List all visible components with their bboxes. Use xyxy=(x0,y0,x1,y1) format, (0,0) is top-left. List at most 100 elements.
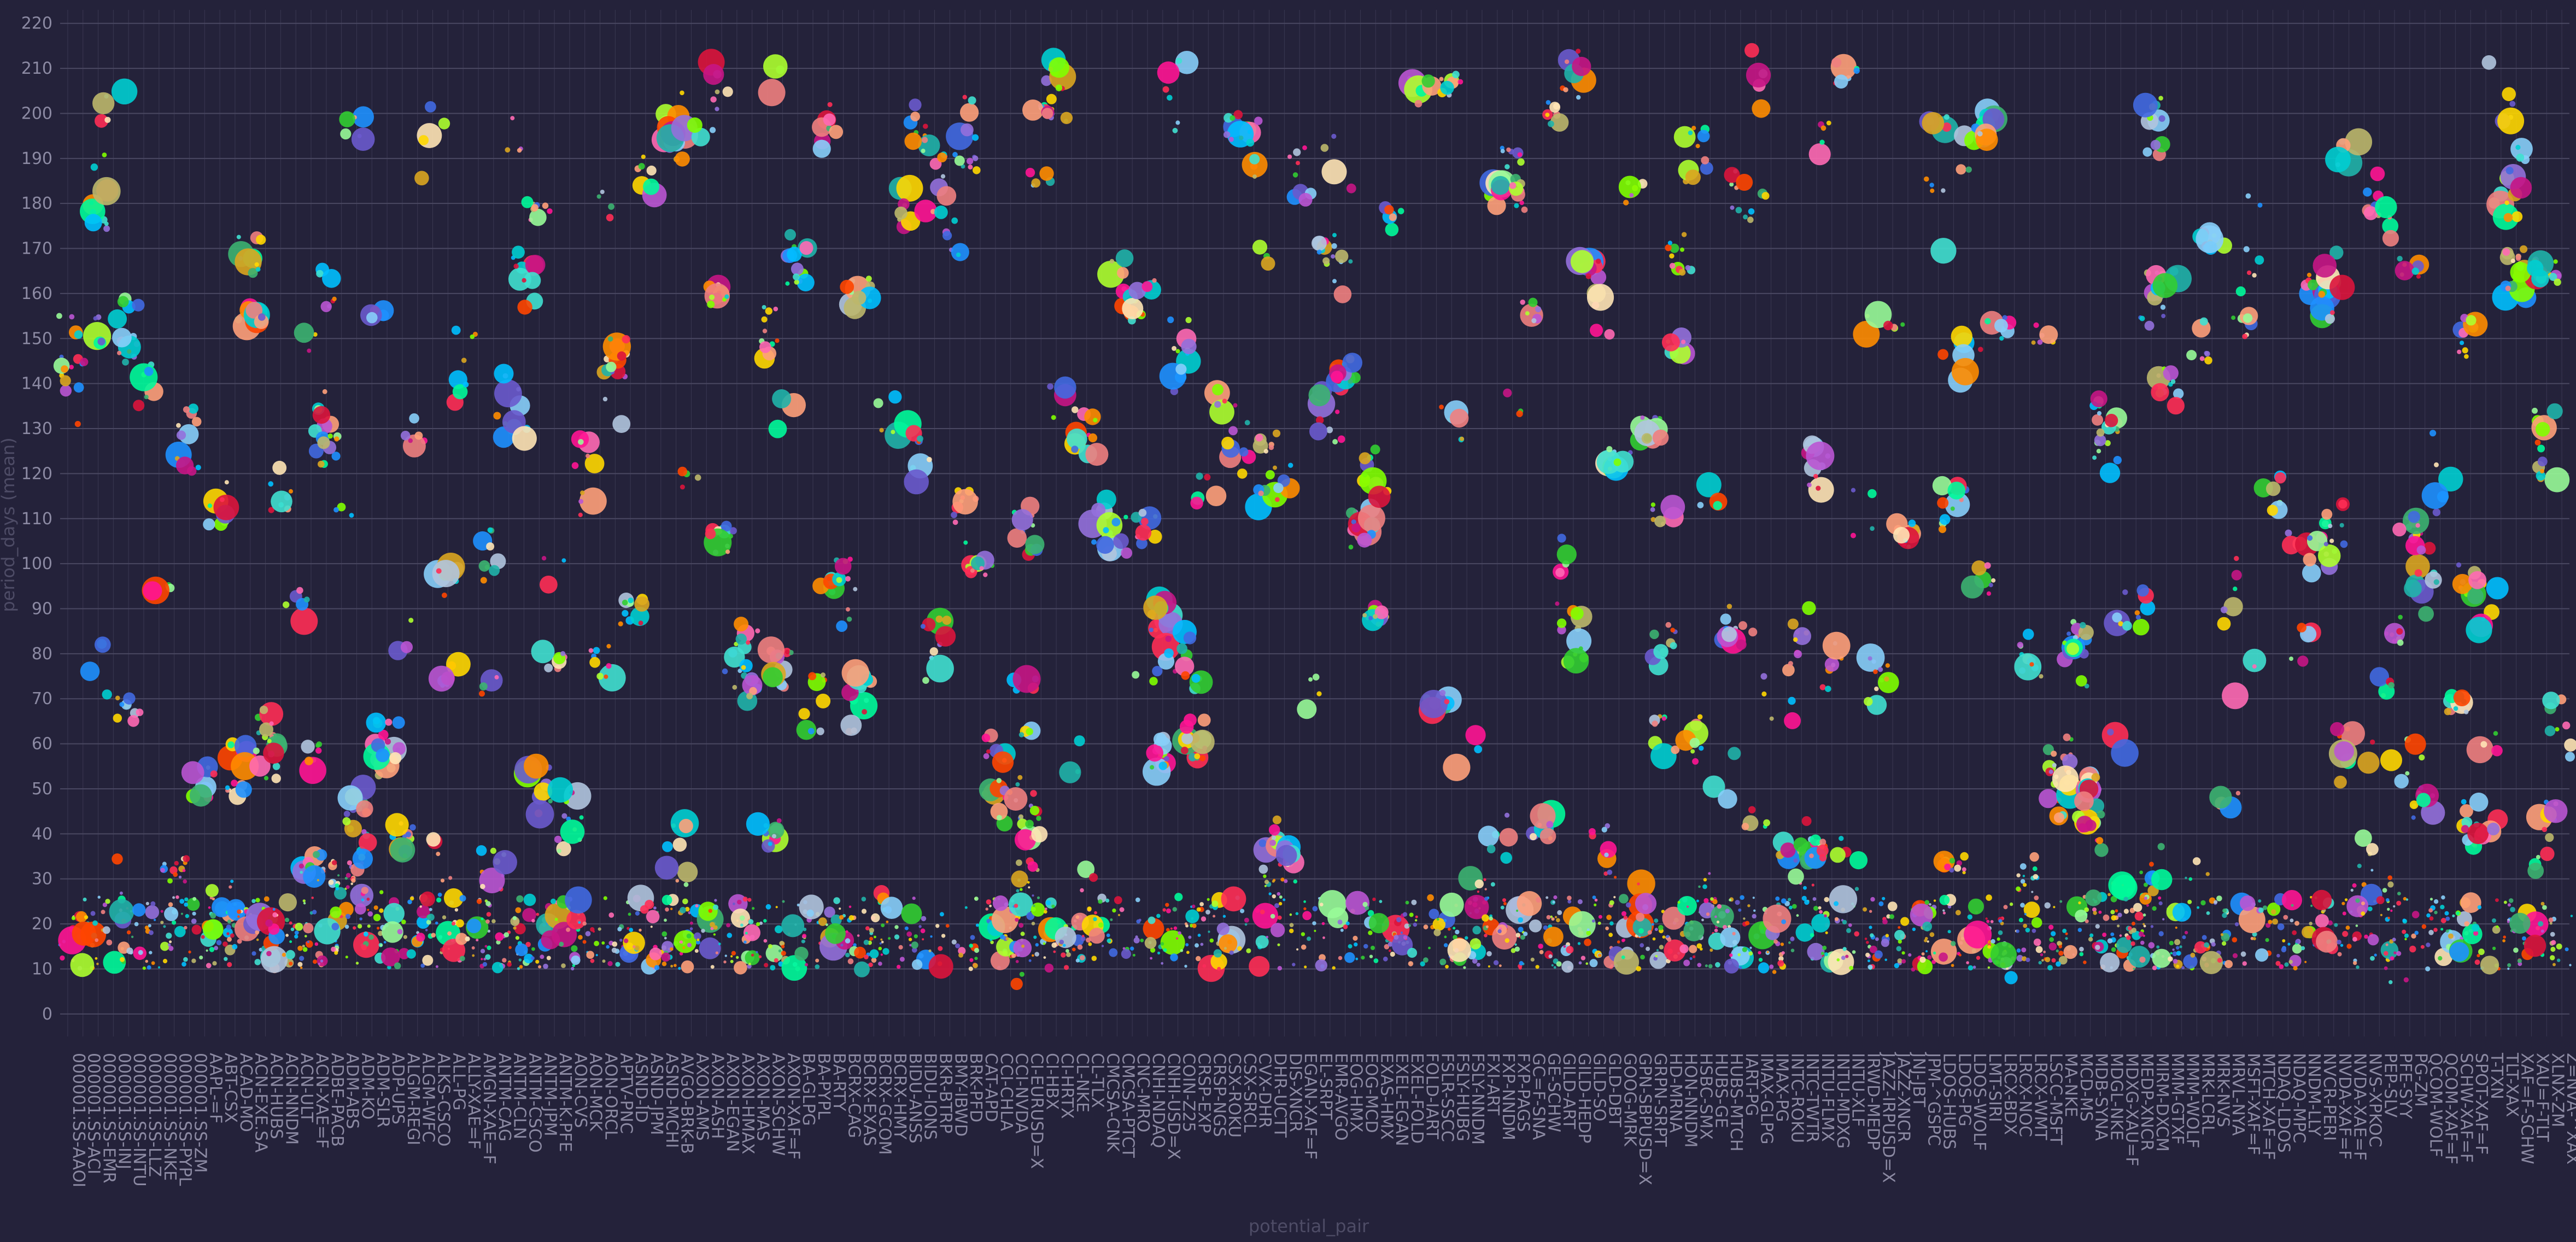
data-point xyxy=(1808,477,1834,503)
data-point xyxy=(1988,583,1993,588)
data-point xyxy=(762,329,768,333)
data-point xyxy=(2113,456,2122,465)
data-point xyxy=(2338,500,2347,509)
data-point xyxy=(1652,429,1669,446)
data-point xyxy=(1252,903,1278,929)
data-point xyxy=(661,941,674,953)
data-point xyxy=(2255,948,2269,962)
data-point xyxy=(175,456,194,474)
data-point xyxy=(73,382,84,393)
data-point xyxy=(1987,945,1991,949)
data-point xyxy=(311,897,314,899)
x-tick-label: FSLY-NNDM xyxy=(1468,1053,1487,1145)
data-point xyxy=(61,365,68,373)
data-point xyxy=(2197,906,2200,909)
data-point xyxy=(2056,961,2061,967)
data-point xyxy=(2285,529,2292,537)
data-point xyxy=(2334,741,2355,761)
data-point xyxy=(1196,472,1203,480)
data-point xyxy=(2551,940,2556,945)
data-point xyxy=(2043,951,2046,953)
data-point xyxy=(2432,508,2441,517)
data-point xyxy=(661,895,672,905)
data-point xyxy=(917,435,923,442)
data-point xyxy=(1585,962,1588,965)
data-point xyxy=(759,921,763,925)
data-point xyxy=(1335,249,1349,263)
data-point xyxy=(1368,616,1373,620)
data-point xyxy=(524,953,534,964)
data-point xyxy=(1780,842,1796,858)
data-point xyxy=(2544,467,2570,493)
data-point xyxy=(524,272,541,289)
data-point xyxy=(160,921,164,924)
data-point xyxy=(921,149,926,153)
data-point xyxy=(1760,673,1767,680)
data-point xyxy=(1359,452,1371,465)
data-point xyxy=(1427,894,1434,901)
data-point xyxy=(725,549,730,554)
data-point xyxy=(643,178,660,195)
data-point xyxy=(168,940,172,944)
data-point xyxy=(1747,904,1750,907)
data-point xyxy=(740,923,743,927)
data-point xyxy=(2404,733,2426,755)
x-tick-label: LDOS-WOLF xyxy=(1970,1053,1989,1151)
data-point xyxy=(854,946,866,959)
data-point xyxy=(407,899,412,905)
data-point xyxy=(608,912,614,918)
data-point xyxy=(237,909,242,914)
data-point xyxy=(2252,937,2256,941)
data-point xyxy=(2127,926,2132,930)
data-point xyxy=(1415,915,1418,918)
data-point xyxy=(167,878,173,884)
data-point xyxy=(183,855,190,863)
data-point xyxy=(1072,947,1076,952)
x-tick-label: BCRX-CAG xyxy=(845,1053,864,1138)
data-point xyxy=(886,921,889,923)
data-point xyxy=(882,948,889,955)
data-point xyxy=(226,924,231,930)
data-point xyxy=(1518,966,1522,970)
data-point xyxy=(1361,956,1365,960)
data-point xyxy=(1998,919,2003,923)
data-point xyxy=(297,945,303,951)
data-point xyxy=(1520,935,1525,940)
y-tick-label: 60 xyxy=(32,735,52,754)
data-point xyxy=(2144,897,2147,900)
data-point xyxy=(80,921,107,947)
data-point xyxy=(1955,910,1961,916)
data-point xyxy=(1109,259,1115,264)
x-tick-label: 000001.SS-ZM xyxy=(190,1053,209,1173)
data-point xyxy=(487,929,490,933)
data-point xyxy=(476,939,479,942)
data-point xyxy=(2345,925,2350,930)
data-point xyxy=(1059,940,1064,945)
data-point xyxy=(1596,259,1601,264)
data-point xyxy=(628,912,631,916)
data-point xyxy=(634,945,640,951)
data-point xyxy=(1959,953,1962,957)
data-point xyxy=(1944,863,1951,870)
data-point xyxy=(2325,147,2351,173)
data-point xyxy=(547,208,553,214)
data-point xyxy=(1519,200,1524,206)
data-point xyxy=(2328,524,2333,529)
data-point xyxy=(353,926,356,930)
data-point xyxy=(1917,958,1933,975)
data-point xyxy=(730,955,733,958)
data-point xyxy=(1362,613,1367,618)
data-point xyxy=(2511,211,2523,222)
data-point xyxy=(1908,953,1912,957)
data-point xyxy=(2403,897,2407,901)
data-point xyxy=(256,938,259,941)
data-point xyxy=(2148,862,2154,867)
data-point xyxy=(1825,686,1831,692)
data-point xyxy=(951,243,969,261)
x-tick-label: AVGO-BRK-B xyxy=(677,1053,696,1154)
data-point xyxy=(2387,875,2393,880)
data-point xyxy=(108,309,127,329)
data-point xyxy=(1303,907,1307,911)
data-point xyxy=(2233,587,2238,591)
data-point xyxy=(480,948,485,954)
